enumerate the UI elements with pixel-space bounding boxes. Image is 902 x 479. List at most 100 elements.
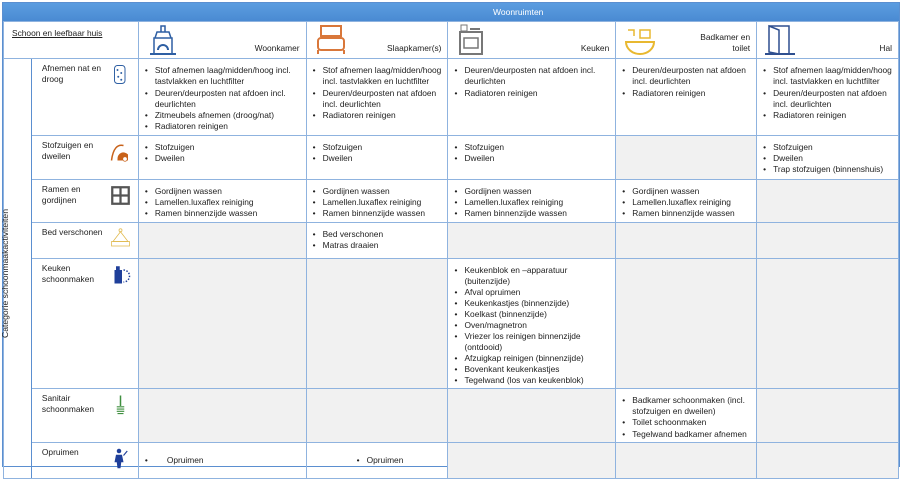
task-item: Gordijnen wassen: [313, 186, 444, 198]
vertical-label: Categorie schoonmaakactiviteiten: [0, 208, 10, 338]
matrix-table: Schoon en leefbaar huis Woonkamer Slaapkam…: [0, 21, 899, 479]
empty-cell: [137, 387, 307, 443]
empty-cell: [447, 221, 617, 259]
task-item: Opruimen: [357, 455, 444, 467]
task-item: Ramen binnenzijde wassen: [454, 208, 611, 220]
task-item: Radiatoren reinigen: [145, 121, 302, 133]
task-item: Dweilen: [145, 153, 302, 165]
task-item: Radiatoren reinigen: [454, 88, 611, 100]
task-item: Matras draaien: [313, 240, 444, 252]
task-item: Ramen binnenzijde wassen: [622, 208, 752, 220]
task-cell: StofzuigenDweilen: [305, 134, 449, 180]
top-header-title: Woonruimten: [493, 7, 544, 17]
empty-cell: [756, 178, 899, 223]
task-item: Stof afnemen laag/midden/hoog incl. tast…: [313, 65, 444, 88]
empty-cell: [615, 221, 758, 259]
empty-cell: [615, 257, 758, 389]
category-label: Ramen en gordijnen: [41, 183, 81, 205]
task-item: Lamellen.luxaflex reiniging: [313, 197, 444, 209]
task-item: Tegelwand badkamer afnemen: [622, 429, 752, 441]
task-cell: Opruimen: [137, 441, 307, 479]
top-header-bar: Woonruimten: [3, 3, 899, 21]
task-cell: Gordijnen wassenLamellen.luxaflex reinig…: [447, 178, 617, 223]
task-item: Gordijnen wassen: [622, 186, 752, 198]
person-tidying-icon: [110, 447, 134, 473]
empty-cell: [447, 387, 617, 443]
task-item: Oven/magnetron: [454, 320, 611, 331]
task-cell: Stof afnemen laag/midden/hoog incl. tast…: [137, 58, 307, 136]
task-item: Trap stofzuigen (binnenshuis): [763, 164, 894, 176]
category-cell: Bed verschonen: [30, 221, 139, 259]
task-cell: Deuren/deurposten nat afdoen incl. deurl…: [447, 58, 617, 136]
task-item: Deuren/deurposten nat afdoen incl. deurl…: [145, 88, 302, 111]
task-item: Afzuigkap reinigen (binnenzijde): [454, 353, 611, 364]
corner-title: Schoon en leefbaar huis: [12, 28, 103, 38]
category-cell: Sanitair schoonmaken: [30, 387, 139, 443]
empty-cell: [756, 257, 899, 389]
room-label: Woonkamer: [254, 43, 300, 53]
task-item: Stofzuigen: [313, 142, 444, 154]
task-cell: Badkamer schoonmaken (incl. stofzuigen e…: [615, 387, 758, 443]
task-item: Lamellen.luxaflex reiniging: [454, 197, 611, 209]
task-item: Dweilen: [313, 153, 444, 165]
task-item: Toilet schoonmaken: [622, 417, 752, 429]
task-item: Deuren/deurposten nat afdoen incl. deurl…: [622, 65, 752, 88]
task-item: Radiatoren reinigen: [763, 110, 894, 122]
task-cell: Stof afnemen laag/midden/hoog incl. tast…: [305, 58, 449, 136]
category-cell: Afnemen nat en droog: [30, 58, 139, 136]
task-item: Stofzuigen: [454, 142, 611, 154]
task-item: Stof afnemen laag/midden/hoog incl. tast…: [145, 65, 302, 88]
task-item: Bed verschonen: [313, 229, 444, 241]
toilet-brush-icon: [110, 393, 134, 419]
task-cell: Gordijnen wassenLamellen.luxaflex reinig…: [137, 178, 307, 223]
category-label: Stofzuigen en dweilen: [41, 139, 94, 161]
task-item: Keukenkastjes (binnenzijde): [454, 298, 611, 309]
task-cell: Deuren/deurposten nat afdoen incl. deurl…: [615, 58, 758, 136]
empty-cell: [447, 441, 617, 479]
task-item: Afval opruimen: [454, 287, 611, 298]
category-cell: Ramen en gordijnen: [30, 178, 139, 223]
vacuum-cleaner-icon: [110, 140, 134, 166]
task-item: Zitmeubels afnemen (droog/nat): [145, 110, 302, 122]
task-item: Keukenblok en –apparatuur (buitenzijde): [454, 265, 611, 287]
task-item: Stofzuigen: [145, 142, 302, 154]
room-label: Slaapkamer(s): [387, 43, 442, 53]
category-cell: Stofzuigen en dweilen: [30, 134, 139, 180]
task-item: Dweilen: [454, 153, 611, 165]
sponge-icon: [110, 63, 134, 89]
empty-cell: [137, 257, 307, 389]
category-label: Afnemen nat en droog: [41, 63, 102, 84]
task-item: Opruimen: [145, 455, 302, 467]
task-item: Bovenkant keukenkastjes: [454, 364, 611, 375]
task-item: Koelkast (binnenzijde): [454, 309, 611, 320]
room-header-0: Woonkamer: [137, 21, 307, 59]
task-item: Lamellen.luxaflex reiniging: [145, 197, 302, 209]
fireplace-icon: [147, 24, 179, 56]
task-cell: Keukenblok en –apparatuur (buitenzijde)A…: [447, 257, 617, 389]
bed-sheet-icon: [110, 227, 134, 253]
category-cell: Keuken schoonmaken: [30, 257, 139, 389]
task-item: Deuren/deurposten nat afdoen incl. deurl…: [454, 65, 611, 88]
empty-cell: [756, 387, 899, 443]
task-item: Ramen binnenzijde wassen: [313, 208, 444, 220]
task-cell: Bed verschonenMatras draaien: [305, 221, 449, 259]
category-cell: Opruimen: [30, 441, 139, 479]
task-item: Dweilen: [763, 153, 894, 165]
window-icon: [110, 184, 134, 210]
task-item: Deuren/deurposten nat afdoen incl. deurl…: [313, 88, 444, 111]
task-item: Radiatoren reinigen: [313, 110, 444, 122]
task-item: Lamellen.luxaflex reiniging: [622, 197, 752, 209]
bathtub-icon: [624, 24, 656, 56]
task-cell: Gordijnen wassenLamellen.luxaflex reinig…: [305, 178, 449, 223]
empty-cell: [615, 134, 758, 180]
task-item: Stof afnemen laag/midden/hoog incl. tast…: [763, 65, 894, 88]
stove-icon: [456, 24, 488, 56]
room-header-1: Slaapkamer(s): [305, 21, 449, 59]
task-item: Deuren/deurposten nat afdoen incl. deurl…: [763, 88, 894, 111]
corner-cell: Schoon en leefbaar huis: [3, 21, 139, 59]
task-item: Gordijnen wassen: [145, 186, 302, 198]
room-label: Keuken: [580, 43, 610, 53]
task-cell: Stof afnemen laag/midden/hoog incl. tast…: [756, 58, 899, 136]
task-item: Vriezer los reinigen binnenzijde (ontdoo…: [454, 331, 611, 353]
